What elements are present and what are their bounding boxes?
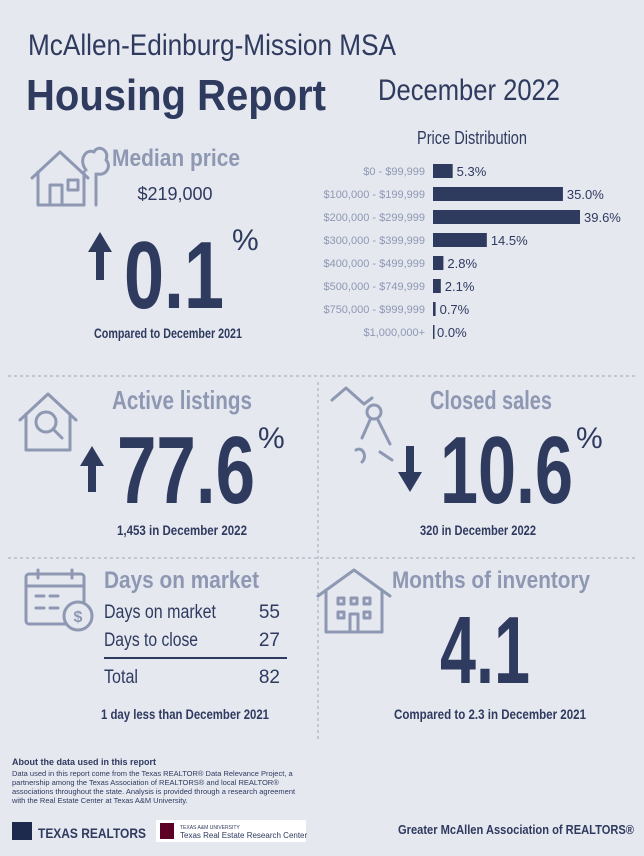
closed-change: 10.6	[440, 417, 573, 524]
tamu-mark	[160, 823, 174, 839]
value-label: 2.8%	[447, 256, 477, 271]
active-change: 77.6	[117, 417, 255, 524]
dom-label: Days on market	[104, 567, 259, 594]
report-title: Housing Report	[26, 71, 326, 120]
down-arrow	[398, 446, 422, 492]
bar-baseline	[433, 325, 435, 339]
moi-value: 4.1	[440, 597, 530, 704]
dollar-sign: $	[74, 609, 83, 626]
house-tree-icon	[30, 146, 110, 207]
tamu-small: TEXAS A&M UNIVERSITY	[180, 825, 240, 831]
median-change-unit: %	[232, 224, 259, 257]
moi-label: Months of inventory	[392, 567, 591, 594]
category-label: $200,000 - $299,999	[323, 212, 425, 224]
median-comparison: Compared to December 2021	[94, 325, 242, 341]
bar	[433, 256, 444, 270]
value-label: 2.1%	[445, 279, 475, 294]
value-label: 35.0%	[567, 187, 604, 202]
category-label: $750,000 - $999,999	[323, 304, 425, 316]
about-text: Data used in this report come from the T…	[11, 769, 296, 805]
bar	[433, 279, 441, 293]
dom-row-label: Days to close	[104, 630, 198, 651]
up-arrow	[88, 232, 112, 280]
bar-baseline	[433, 256, 435, 270]
closed-label: Closed sales	[430, 385, 552, 415]
category-label: $1,000,000+	[364, 327, 425, 339]
chart-title: Price Distribution	[417, 128, 527, 148]
dom-total-label: Total	[104, 667, 138, 688]
realtors-mark	[12, 822, 32, 840]
realtors-logo: TEXAS REALTORS	[38, 825, 146, 841]
active-comparison: 1,453 in December 2022	[117, 522, 247, 538]
category-label: $100,000 - $199,999	[323, 189, 425, 201]
bar-baseline	[433, 210, 435, 224]
association: Greater McAllen Association of REALTORS®	[398, 822, 634, 837]
value-label: 14.5%	[491, 233, 528, 248]
dom-row-value: 55	[259, 602, 280, 623]
bar	[433, 187, 563, 201]
value-label: 5.3%	[457, 164, 487, 179]
bar	[433, 210, 580, 224]
median-change: 0.1	[124, 222, 224, 329]
value-label: 0.7%	[440, 302, 470, 317]
dom-row-label: Days on market	[104, 602, 217, 623]
price-chart: $0 - $99,999 5.3% $100,000 - $199,999 35.0%…	[323, 164, 621, 340]
median-label: Median price	[112, 145, 240, 172]
hand-keys-icon	[330, 386, 394, 464]
house-search-icon	[18, 392, 78, 452]
closed-change-unit: %	[576, 422, 603, 455]
about-line: with the Real Estate Center at Texas A&M…	[11, 796, 188, 805]
region: McAllen-Edinburg-Mission MSA	[28, 29, 396, 62]
bar-baseline	[433, 279, 435, 293]
bar-baseline	[433, 187, 435, 201]
category-label: $400,000 - $499,999	[323, 258, 425, 270]
bar-baseline	[433, 164, 435, 178]
category-label: $300,000 - $399,999	[323, 235, 425, 247]
bar-baseline	[433, 302, 435, 316]
dom-total-value: 82	[259, 667, 280, 688]
report-date: December 2022	[378, 74, 560, 107]
tamu-logo: Texas Real Estate Research Center	[180, 831, 308, 840]
calendar-icon: $	[24, 568, 94, 632]
moi-comparison: Compared to 2.3 in December 2021	[394, 706, 586, 722]
value-label: 0.0%	[437, 325, 467, 340]
tamu-logo-box	[156, 820, 306, 842]
about-title: About the data used in this report	[12, 757, 156, 767]
bar	[433, 164, 453, 178]
closed-comparison: 320 in December 2022	[420, 522, 536, 538]
building-icon	[316, 568, 392, 634]
category-label: $0 - $99,999	[363, 166, 425, 178]
about-line: associations throughout the state. Analy…	[12, 787, 296, 796]
dom-row-value: 27	[259, 630, 280, 651]
about-line: partnership among the Texas Association …	[12, 778, 279, 787]
dom-comparison: 1 day less than December 2021	[101, 706, 269, 722]
active-label: Active listings	[112, 385, 252, 415]
value-label: 39.6%	[584, 210, 621, 225]
bar-baseline	[433, 233, 435, 247]
median-value: $219,000	[137, 184, 212, 204]
bar	[433, 233, 487, 247]
active-change-unit: %	[258, 422, 285, 455]
category-label: $500,000 - $749,999	[323, 281, 425, 293]
about-line: Data used in this report come from the T…	[12, 769, 293, 778]
up-arrow	[80, 446, 104, 492]
